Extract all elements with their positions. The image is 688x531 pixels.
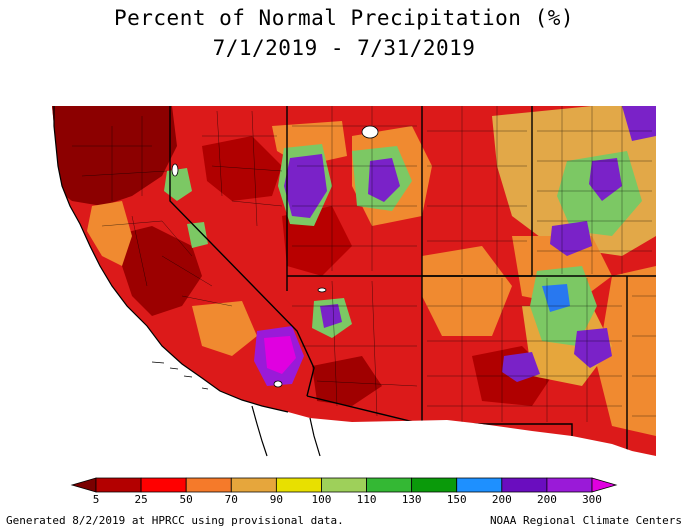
great-salt-lake [361, 125, 379, 139]
legend-swatch [411, 477, 458, 493]
precip-field [52, 106, 656, 456]
region-green-ca-north [164, 168, 192, 201]
map-date-range: 7/1/2019 - 7/31/2019 [212, 36, 476, 60]
region-dark-nevada [202, 136, 282, 201]
region-purple-co-ne [622, 106, 656, 141]
baja-coastline [251, 405, 321, 457]
legend-swatch [140, 477, 187, 493]
legend-swatch [456, 477, 503, 493]
legend-tick-label: 50 [180, 493, 193, 506]
legend-swatch [366, 477, 413, 493]
legend-swatch [70, 477, 97, 493]
legend-tick-label: 200 [492, 493, 512, 506]
county-lines [72, 106, 656, 422]
region-dark-central-ca [112, 226, 202, 316]
legend-swatch [230, 477, 277, 493]
region-purple-nm-west [502, 352, 540, 382]
source-credit: NOAA Regional Climate Centers [489, 514, 682, 527]
region-orange-az-east [422, 246, 512, 336]
coastline [53, 106, 289, 413]
legend-tick-label: 200 [537, 493, 557, 506]
region-orange-ca-south [192, 301, 257, 356]
generated-note: Generated 8/2/2019 at HPRCC using provis… [6, 514, 344, 527]
map-title: Percent of Normal Precipitation (%) [113, 6, 574, 30]
lake-tahoe [171, 163, 179, 177]
salton-sea [273, 380, 283, 388]
legend-swatch [185, 477, 232, 493]
region-purple-utah [368, 158, 400, 202]
legend-swatch [95, 477, 142, 493]
legend-tick-label: 90 [270, 493, 283, 506]
legend-tick-label: 150 [447, 493, 467, 506]
legend-swatch [591, 477, 618, 493]
region-purple-nevada [284, 154, 327, 218]
legend-tick-label: 5 [93, 493, 100, 506]
legend-tick-label: 300 [582, 493, 602, 506]
legend-tick-label: 100 [312, 493, 332, 506]
legend-tick-label: 70 [225, 493, 238, 506]
legend-tick-label: 25 [134, 493, 147, 506]
region-purple-nm-central [574, 328, 612, 368]
region-green-ca-sierra [187, 222, 208, 248]
region-orange-ca-coast [87, 201, 132, 266]
precipitation-map [52, 106, 656, 458]
lake-mead [317, 287, 327, 293]
color-legend: 5 25 50 70 90 100 110 130 150 200 200 300 [70, 477, 618, 506]
legend-swatch [321, 477, 367, 493]
region-purple-az-mid [320, 304, 342, 328]
channel-islands [151, 361, 209, 390]
region-magenta-core [264, 336, 296, 374]
legend-swatch [275, 477, 322, 493]
legend-tick-label: 130 [402, 493, 422, 506]
region-dark-northwest [52, 106, 177, 206]
region-purple-co-north [589, 158, 622, 201]
state-borders [169, 106, 656, 451]
region-dark-south-az [312, 356, 382, 406]
legend-swatch [546, 477, 593, 493]
region-blue-nm [542, 284, 570, 312]
region-purple-co-mid [550, 221, 592, 256]
legend-tick-label: 110 [357, 493, 377, 506]
legend-swatch [501, 477, 548, 493]
